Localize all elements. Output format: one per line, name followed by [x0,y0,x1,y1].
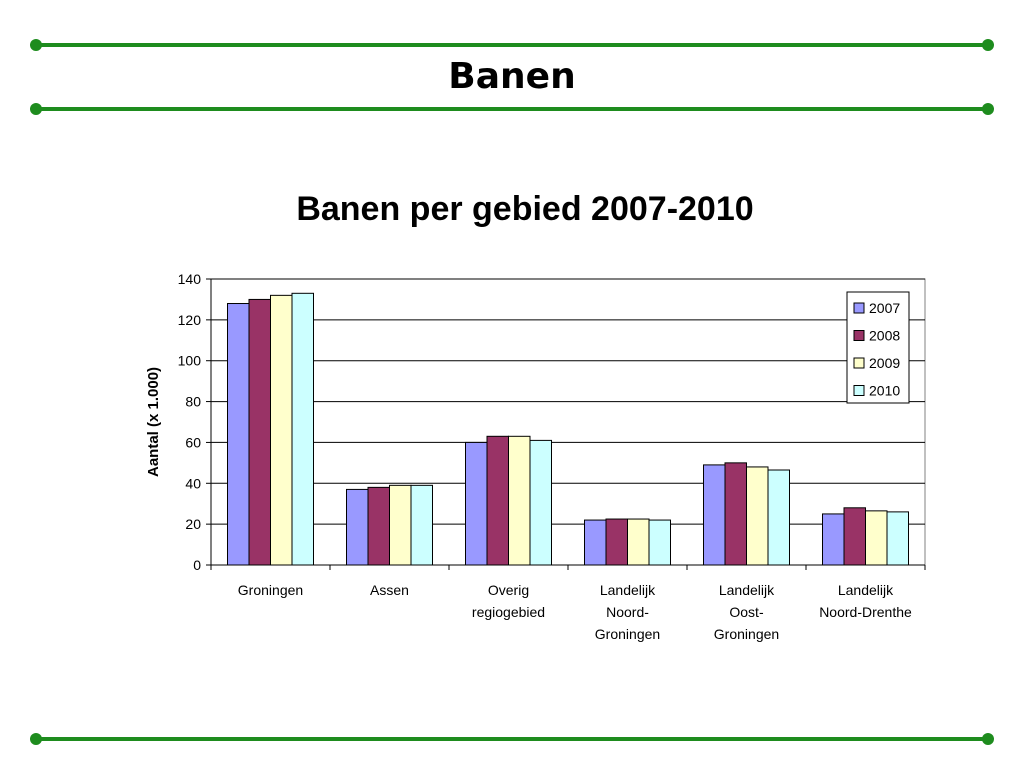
x-tick-label: Assen [370,582,409,598]
bar-2010 [410,484,433,566]
divider-dot [30,39,42,51]
bar-2008 [724,462,747,566]
divider-dot [30,733,42,745]
bar-2009 [627,518,650,566]
bar-2007 [227,303,250,566]
bar-2009 [865,510,888,566]
bar-2007 [822,513,845,566]
y-axis-label: Aantal (x 1.000) [145,367,162,477]
divider-dot [30,103,42,115]
divider-dot [982,39,994,51]
legend-swatch [853,302,865,314]
legend-label: 2008 [869,328,900,344]
bar-2008 [605,518,628,566]
legend-label: 2009 [869,355,900,371]
legend-swatch [853,357,865,369]
bar-2008 [486,435,509,566]
y-tick-label: 80 [185,394,201,410]
x-tick-label: Landelijk Oost-Groningen [714,582,779,642]
y-tick-label: 20 [185,516,201,532]
bar-2010 [767,469,790,566]
y-tick-label: 120 [178,312,202,328]
slide-title: Banen [448,56,576,97]
bar-2007 [346,488,369,566]
bar-2010 [648,519,671,566]
bar-2010 [291,292,314,566]
y-tick-label: 60 [185,434,201,450]
legend-label: 2007 [869,300,900,316]
y-tick-label: 40 [185,475,201,491]
bar-2008 [367,486,390,566]
y-tick-label: 100 [178,353,202,369]
legend-label: 2010 [869,383,900,399]
bar-2008 [248,298,271,566]
x-tick-label: Overig regiogebied [472,582,545,620]
y-tick-label: 0 [193,557,201,573]
legend-swatch [853,385,865,396]
bar-2009 [389,484,412,566]
bar-2007 [703,464,726,566]
x-tick-label: Landelijk Noord-Drenthe [819,582,912,620]
bar-2009 [508,435,531,566]
bar-2010 [529,439,552,566]
bar-2010 [886,511,909,566]
divider-dot [982,733,994,745]
legend-swatch [853,330,865,341]
divider-dot [982,103,994,115]
y-tick-label: 140 [178,271,202,287]
bar-2009 [270,294,293,566]
x-tick-label: Groningen [238,582,303,598]
bar-2009 [746,466,769,566]
plot-area [210,278,926,566]
bar-2007 [584,519,607,566]
x-tick-label: Landelijk Noord-Groningen [595,582,660,642]
bar-2007 [465,441,488,566]
chart-title: Banen per gebied 2007-2010 [296,190,754,228]
bar-2008 [843,507,866,566]
